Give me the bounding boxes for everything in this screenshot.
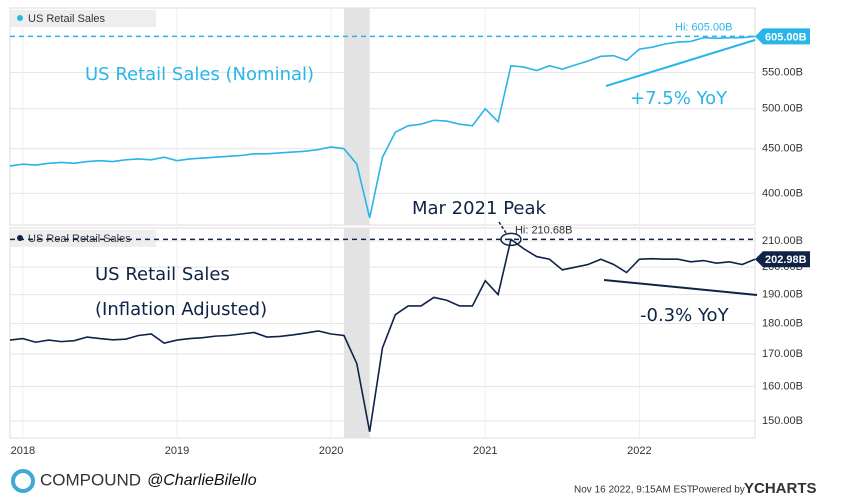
hi-label: Hi: 210.68B — [515, 224, 572, 236]
y-tick-label: 450.00B — [762, 143, 803, 155]
y-tick-label: 550.00B — [762, 66, 803, 78]
legend-label: US Real Retail Sales — [28, 233, 131, 245]
annotation: US Retail Sales (Nominal) — [85, 64, 314, 85]
y-tick-label: 400.00B — [762, 187, 803, 199]
x-tick-label: 2020 — [319, 445, 343, 457]
timestamp: Nov 16 2022, 9:15AM EST. — [574, 485, 695, 496]
annotation: +7.5% YoY — [630, 88, 728, 109]
peak-pointer — [498, 221, 508, 235]
brand: COMPOUND — [40, 470, 141, 489]
x-tick-label: 2019 — [165, 445, 189, 457]
x-tick-label: 2021 — [473, 445, 497, 457]
x-tick-label: 2022 — [627, 445, 651, 457]
hi-label: Hi: 605.00B — [675, 21, 732, 33]
logo — [11, 469, 35, 493]
last-badge — [755, 251, 810, 268]
last-label: 202.98B — [765, 254, 807, 266]
recession-band — [343, 228, 370, 438]
y-tick-label: 150.00B — [762, 415, 803, 427]
y-tick-label: 160.00B — [762, 380, 803, 392]
bottom-panel — [9, 227, 756, 439]
annotation: -0.3% YoY — [640, 305, 730, 326]
series-line — [9, 237, 756, 432]
last-badge — [755, 28, 810, 45]
legend-dot — [17, 15, 23, 21]
last-label: 605.00B — [765, 31, 807, 43]
legend-box — [11, 230, 156, 247]
peak-circle — [500, 232, 522, 247]
recession-band — [343, 8, 370, 225]
x-tick-label: 2018 — [11, 445, 35, 457]
y-tick-label: 210.00B — [762, 235, 803, 247]
provider: YCHARTS — [744, 480, 817, 497]
legend-label: US Retail Sales — [28, 13, 106, 25]
series-line — [9, 35, 756, 219]
trend-line — [605, 39, 756, 87]
y-tick-label: 500.00B — [762, 103, 803, 115]
annotation: Mar 2021 Peak — [412, 198, 547, 219]
top-panel — [9, 7, 756, 226]
y-tick-label: 180.00B — [762, 317, 803, 329]
y-tick-label: 190.00B — [762, 288, 803, 300]
trend-line — [603, 279, 758, 296]
annotation: (Inflation Adjusted) — [95, 299, 267, 320]
legend-box — [11, 10, 156, 27]
powered: Powered by — [692, 485, 745, 496]
annotation: US Retail Sales — [95, 264, 230, 285]
y-tick-label: 170.00B — [762, 348, 803, 360]
handle: @CharlieBilello — [147, 472, 257, 489]
legend-dot — [17, 235, 23, 241]
